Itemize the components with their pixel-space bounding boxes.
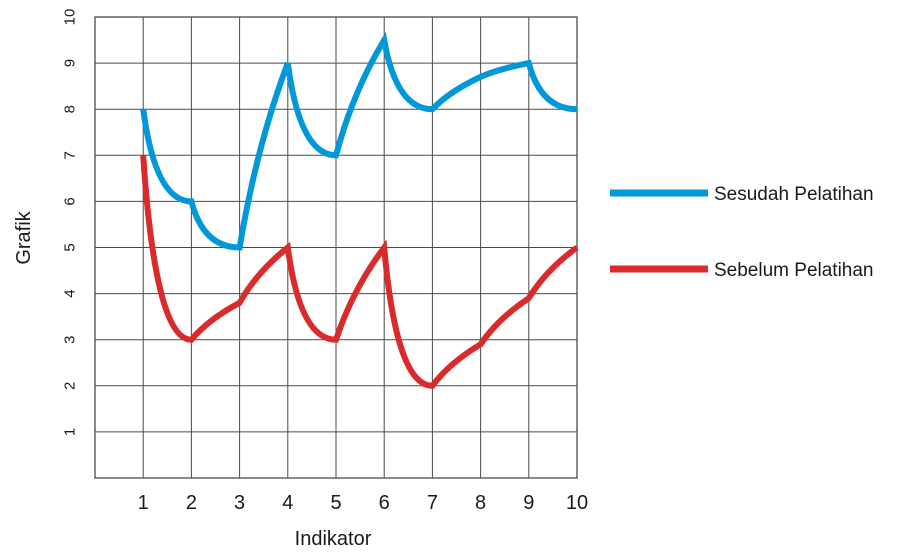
x-tick-label: 1 — [138, 492, 149, 514]
x-tick-label: 9 — [523, 492, 534, 514]
x-tick-label: 2 — [186, 492, 197, 514]
y-tick-label: 1 — [62, 428, 79, 436]
x-tick-label: 3 — [234, 492, 245, 514]
y-tick-label: 9 — [62, 59, 79, 67]
x-tick-label: 4 — [282, 492, 293, 514]
y-tick-label: 5 — [62, 243, 79, 251]
legend-label: Sebelum Pelatihan — [714, 260, 874, 281]
y-tick-label: 2 — [62, 382, 79, 390]
y-tick-label: 8 — [62, 105, 79, 113]
x-tick-label: 8 — [475, 492, 486, 514]
x-tick-label: 7 — [427, 492, 438, 514]
grid — [94, 16, 578, 479]
tick-labels: 1 2 3 4 5 6 7 8 9 10 1 2 3 4 5 6 7 8 9 10 — [62, 9, 589, 514]
series-lines — [140, 31, 579, 389]
legend-label: Sesudah Pelatihan — [714, 184, 874, 205]
y-tick-label: 3 — [62, 336, 79, 344]
y-tick-label: 10 — [62, 9, 79, 26]
y-tick-label: 4 — [62, 289, 79, 297]
x-axis-label: Indikator — [295, 528, 372, 550]
series-line-1 — [140, 155, 579, 389]
y-axis-label: Grafik — [13, 210, 35, 264]
y-tick-label: 7 — [62, 151, 79, 159]
y-tick-label: 6 — [62, 197, 79, 205]
x-tick-label: 5 — [330, 492, 341, 514]
series-line-0 — [140, 31, 578, 251]
x-tick-label: 10 — [566, 492, 588, 514]
x-tick-label: 6 — [379, 492, 390, 514]
legend: Sesudah Pelatihan Sebelum Pelatihan — [610, 184, 874, 281]
